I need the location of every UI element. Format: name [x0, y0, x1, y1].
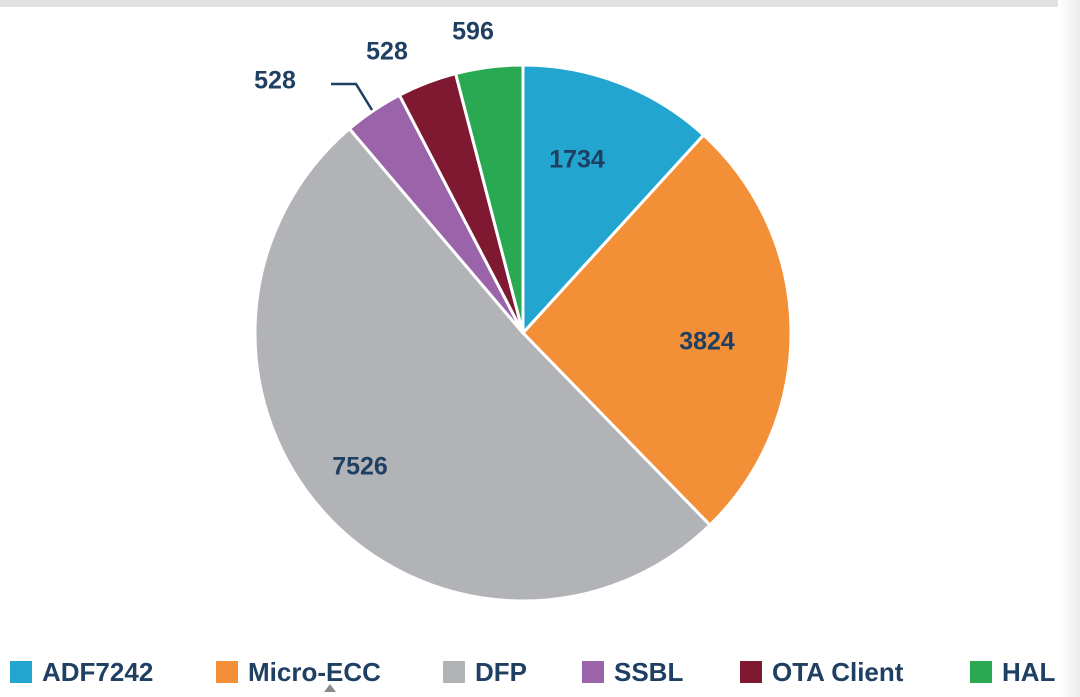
- legend-swatch: [216, 661, 238, 683]
- leader-line-ssbl: [331, 82, 374, 111]
- legend-swatch: [443, 661, 465, 683]
- cursor-arrow-icon: [324, 684, 336, 692]
- legend-label: HAL: [1002, 656, 1056, 687]
- data-label-dfp: 7526: [332, 453, 388, 481]
- pie-chart: 1734 3824 7526 528 528 596: [253, 18, 793, 603]
- legend-item-ssbl: SSBL: [582, 654, 683, 690]
- data-label-micro-ecc: 3824: [679, 328, 735, 356]
- data-label-adf7242: 1734: [549, 146, 605, 174]
- top-border: [0, 0, 1080, 7]
- legend-swatch: [970, 661, 992, 683]
- legend-item-ota-client: OTA Client: [740, 654, 903, 690]
- legend-swatch: [10, 661, 32, 683]
- data-label-hal: 596: [452, 18, 494, 46]
- legend-item-micro-ecc: Micro-ECC: [216, 654, 381, 690]
- pie-slices: [253, 63, 793, 603]
- legend-item-dfp: DFP: [443, 654, 527, 690]
- pie-slice-dfp: [253, 127, 712, 603]
- legend-label: Micro-ECC: [248, 656, 381, 687]
- legend-label: OTA Client: [772, 656, 904, 687]
- data-label-ota-client: 528: [366, 38, 408, 66]
- legend-swatch: [740, 661, 762, 683]
- pie-slice-adf7242: [521, 63, 706, 335]
- pie-slice-micro-ecc: [521, 133, 793, 527]
- chart-legend: ADF7242 Micro-ECC DFP SSBL OTA Client HAL: [0, 650, 1080, 694]
- pie-labels: 1734 3824 7526 528 528 596: [254, 18, 735, 481]
- legend-label: SSBL: [614, 656, 684, 687]
- legend-label: ADF7242: [42, 656, 154, 687]
- pie-slice-hal: [454, 63, 525, 335]
- data-label-ssbl: 528: [254, 67, 296, 95]
- right-edge-shadow: [1058, 0, 1080, 697]
- legend-item-hal: HAL: [970, 654, 1055, 690]
- legend-item-adf7242: ADF7242: [10, 654, 153, 690]
- legend-swatch: [582, 661, 604, 683]
- legend-label: DFP: [475, 656, 527, 687]
